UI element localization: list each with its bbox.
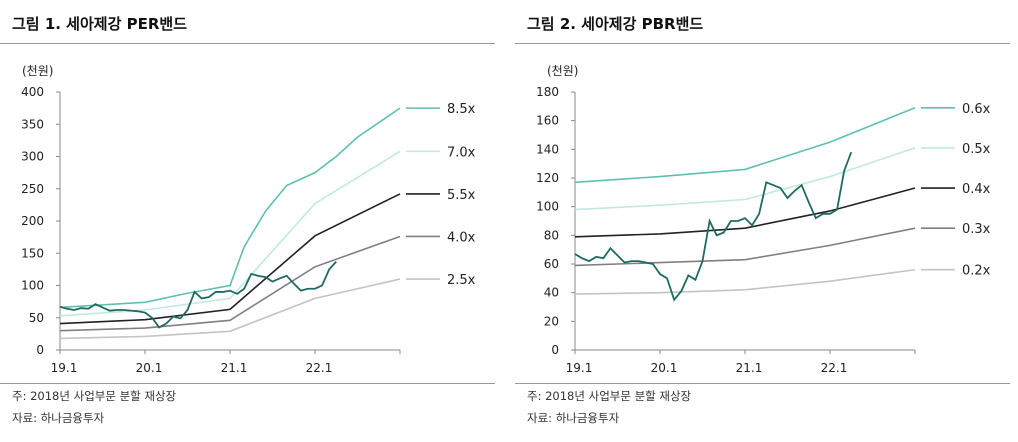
legend-label: 0.4x: [962, 182, 991, 197]
x-tick-label: 22.1: [821, 361, 848, 375]
band-line-5.5x: [59, 193, 401, 325]
y-tick-label: 50: [29, 311, 44, 325]
y-tick-label: 350: [21, 117, 44, 131]
y-tick-label: 150: [21, 246, 44, 260]
y-axis-unit: (천원): [547, 63, 578, 78]
y-tick-label: 180: [536, 85, 559, 99]
band-line-8.5x: [59, 107, 401, 309]
divider: [0, 383, 495, 384]
y-tick-label: 250: [21, 182, 44, 196]
y-tick-label: 400: [21, 85, 44, 99]
y-tick-label: 80: [544, 228, 559, 242]
x-tick-label: 20.1: [651, 361, 678, 375]
legend-label: 2.5x: [447, 273, 476, 288]
legend-label: 7.0x: [447, 145, 476, 160]
legend-label: 0.2x: [962, 264, 991, 279]
legend-label: 0.6x: [962, 102, 991, 117]
source-note: 자료: 하나금융투자: [12, 411, 105, 425]
footnote: 주: 2018년 사업부문 분할 재상장: [527, 389, 692, 403]
y-tick-label: 20: [544, 314, 559, 328]
x-tick-label: 21.1: [736, 361, 763, 375]
x-tick-label: 20.1: [136, 361, 163, 375]
band-line-4.0x: [59, 235, 401, 332]
band-line-0.3x: [574, 227, 916, 267]
divider: [515, 43, 1010, 44]
y-tick-label: 140: [536, 142, 559, 156]
band-line-0.2x: [574, 268, 916, 295]
per-band-chart: (천원) 0 50 100 150 200 250 300 350 400 19.1 20.1 21.1…: [21, 63, 476, 375]
band-line-2.5x: [59, 278, 401, 340]
x-tick-label: 22.1: [306, 361, 333, 375]
y-tick-label: 300: [21, 150, 44, 164]
band-line-0.4x: [574, 187, 916, 238]
y-tick-label: 160: [536, 114, 559, 128]
legend-label: 0.5x: [962, 142, 991, 157]
pbr-band-chart: (천원) 0 20 40 60 80 100 120 140 160 180 19.1 20.1 21.1…: [536, 63, 991, 375]
chart-title: 그림 2. 세아제강 PBR밴드: [527, 15, 704, 33]
y-tick-label: 100: [21, 279, 44, 293]
y-tick-label: 0: [36, 343, 44, 357]
price-line: [59, 261, 337, 329]
y-tick-label: 60: [544, 257, 559, 271]
legend-label: 4.0x: [447, 230, 476, 245]
y-tick-label: 0: [551, 343, 559, 357]
pbr-band-panel: 그림 2. 세아제강 PBR밴드 (천원) 0 20 40 60 80 100 120 140 1…: [515, 0, 1015, 442]
y-axis-unit: (천원): [22, 63, 53, 78]
divider: [0, 43, 495, 44]
y-tick-label: 200: [21, 214, 44, 228]
band-line-7.0x: [59, 150, 401, 317]
chart-title: 그림 1. 세아제강 PER밴드: [12, 15, 187, 33]
x-tick-label: 19.1: [566, 361, 593, 375]
x-tick-label: 19.1: [51, 361, 78, 375]
divider: [515, 383, 1010, 384]
x-tick-label: 21.1: [221, 361, 248, 375]
price-line: [574, 151, 853, 302]
y-tick-label: 40: [544, 286, 559, 300]
y-tick-label: 120: [536, 171, 559, 185]
legend-label: 0.3x: [962, 222, 991, 237]
per-band-panel: 그림 1. 세아제강 PER밴드 (천원) 0 50 100 150 200 250 300 3…: [0, 0, 500, 442]
legend-label: 5.5x: [447, 188, 476, 203]
band-line-0.6x: [574, 107, 916, 184]
y-tick-label: 100: [536, 200, 559, 214]
footnote: 주: 2018년 사업부문 분할 재상장: [12, 389, 177, 403]
source-note: 자료: 하나금융투자: [527, 411, 620, 425]
legend-label: 8.5x: [447, 102, 476, 117]
band-line-0.5x: [574, 147, 916, 211]
